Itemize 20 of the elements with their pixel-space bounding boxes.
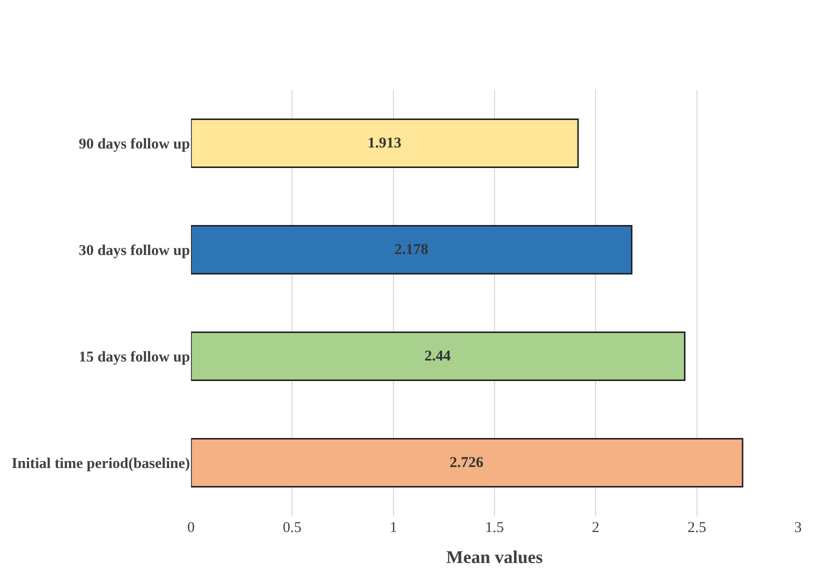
bar (191, 332, 686, 381)
bar (191, 225, 632, 274)
x-tick-label: 0 (187, 520, 195, 536)
x-tick-label: 1 (390, 520, 398, 536)
x-tick-label: 3 (794, 520, 802, 536)
x-tick-label: 1.5 (485, 520, 504, 536)
data-label: 1.913 (368, 135, 402, 152)
data-label: 2.726 (450, 454, 484, 471)
data-label: 2.178 (394, 242, 428, 258)
x-axis-title: Mean values (446, 547, 543, 568)
y-tick-label: 90 days follow up (78, 136, 190, 152)
bar (191, 118, 579, 168)
y-tick-label: Initial time period(baseline) (12, 456, 190, 472)
y-tick-label: 15 days follow up (78, 350, 190, 366)
x-tick-label: 2.5 (687, 520, 706, 536)
x-tick-label: 2 (592, 520, 600, 536)
bar (191, 438, 744, 488)
y-tick-label: 30 days follow up (78, 243, 190, 259)
x-tick-label: 0.5 (282, 520, 302, 536)
data-label: 2.44 (424, 348, 452, 364)
